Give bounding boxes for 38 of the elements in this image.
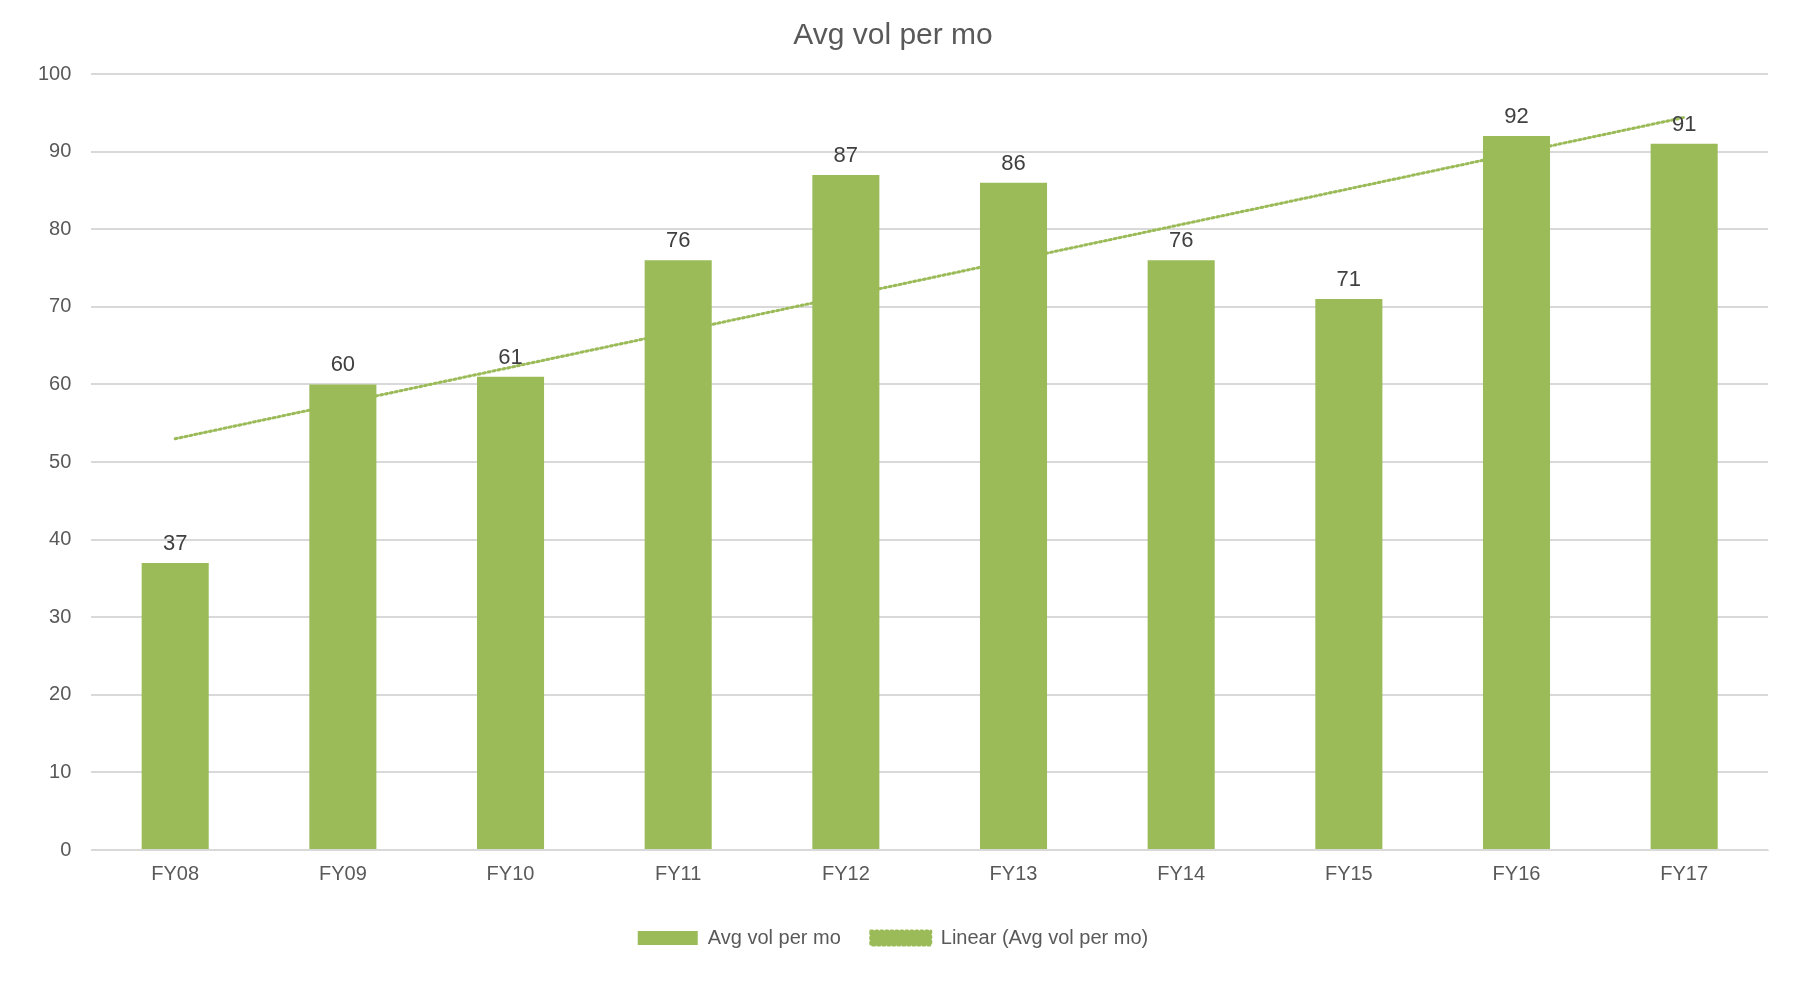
bar <box>1147 260 1215 849</box>
data-label: 37 <box>162 529 188 555</box>
bar <box>1315 299 1383 849</box>
y-tick-label: 20 <box>49 682 72 705</box>
y-tick-label: 100 <box>37 61 72 84</box>
data-label: 91 <box>1671 110 1697 136</box>
x-tick-label: FY09 <box>318 861 367 884</box>
data-label: 76 <box>665 227 691 253</box>
y-tick-label: 90 <box>49 139 72 162</box>
x-tick-label: FY14 <box>1157 861 1206 884</box>
chart-title: Avg vol per mo <box>793 17 993 51</box>
x-tick-label: FY17 <box>1660 861 1709 884</box>
data-label: 92 <box>1504 103 1529 129</box>
x-tick-label: FY13 <box>989 861 1038 884</box>
x-tick-label: FY16 <box>1492 861 1541 884</box>
data-label: 71 <box>1336 266 1362 292</box>
y-tick-label: 40 <box>49 527 72 550</box>
y-tick-label: 10 <box>49 759 72 782</box>
data-label: 87 <box>833 141 859 167</box>
data-label: 86 <box>1001 149 1026 175</box>
bar <box>1650 143 1718 849</box>
x-tick-label: FY08 <box>151 861 200 884</box>
x-tick-label: FY12 <box>821 861 870 884</box>
y-tick-label: 50 <box>49 449 72 472</box>
y-tick-label: 70 <box>49 294 72 317</box>
data-label: 60 <box>330 351 356 377</box>
legend-label: Avg vol per mo <box>707 925 841 948</box>
y-tick-label: 60 <box>49 371 72 394</box>
bar <box>141 562 209 849</box>
legend-label: Linear (Avg vol per mo) <box>940 925 1149 948</box>
data-label: 76 <box>1168 227 1194 253</box>
x-tick-label: FY10 <box>486 861 535 884</box>
y-tick-label: 80 <box>49 216 72 239</box>
x-tick-label: FY15 <box>1324 861 1373 884</box>
data-label: 61 <box>498 343 523 369</box>
y-tick-label: 30 <box>49 604 72 627</box>
y-tick-label: 0 <box>60 837 72 860</box>
x-tick-label: FY11 <box>655 861 702 884</box>
